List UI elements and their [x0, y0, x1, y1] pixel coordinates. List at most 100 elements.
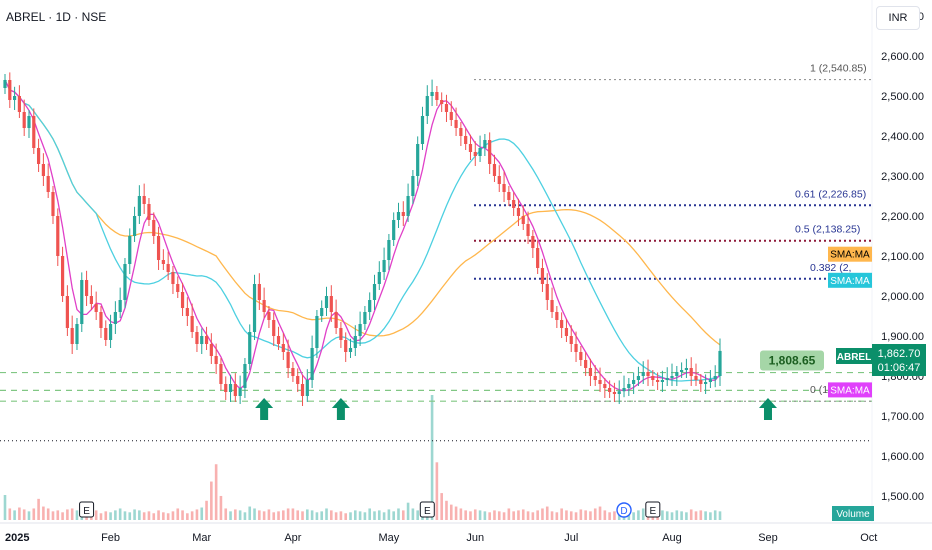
candle-body: [713, 376, 717, 380]
y-tick-label: 1,700.00: [881, 411, 924, 423]
candle-body: [200, 336, 204, 344]
candle-body: [382, 260, 386, 272]
candle-body: [238, 388, 242, 396]
volume-bar: [205, 500, 208, 520]
candle-body: [94, 304, 98, 312]
volume-bar: [229, 511, 232, 520]
candle-body: [560, 320, 564, 328]
dividend-marker-icon: [616, 502, 632, 518]
volume-bar: [584, 510, 587, 520]
volume-bar: [190, 511, 194, 520]
volume-bar: [536, 510, 539, 520]
earnings-marker-label: E: [649, 506, 656, 517]
candle-body: [171, 272, 175, 284]
volume-bar: [195, 509, 199, 520]
candle-body: [521, 216, 525, 224]
candle-body: [468, 144, 473, 152]
volume-bar: [382, 512, 386, 520]
volume-bar: [641, 508, 645, 520]
volume-bar: [637, 510, 640, 520]
candle-body: [372, 284, 377, 300]
earnings-marker-icon: [79, 501, 95, 518]
candle-body: [632, 380, 636, 384]
candle-body: [411, 176, 415, 196]
candle-body: [699, 380, 703, 384]
volume-bar: [416, 510, 419, 520]
volume-bar: [613, 511, 616, 520]
candle-body: [286, 352, 290, 368]
earnings-marker-icon: [645, 501, 661, 518]
candle-body: [324, 296, 329, 308]
candle-body: [512, 200, 516, 208]
volume-bar: [502, 512, 506, 520]
volume-bar: [46, 508, 50, 520]
candle-body: [276, 336, 281, 344]
volume-bar: [593, 508, 597, 520]
y-tick-label: 2,400.00: [881, 131, 924, 143]
volume-bar: [689, 509, 693, 520]
candle-body: [32, 116, 36, 148]
volume-bar: [713, 510, 717, 520]
y-tick-label: 2,200.00: [881, 211, 924, 223]
x-tick-label: Oct: [860, 532, 877, 544]
candle-body: [526, 224, 530, 236]
volume-bar: [704, 511, 707, 520]
candle-body: [545, 284, 549, 300]
volume-bar: [579, 509, 583, 520]
candle-body: [195, 332, 199, 344]
x-tick-label: Feb: [101, 532, 120, 544]
volume-bar: [550, 511, 554, 520]
candle-body: [430, 92, 434, 96]
volume-bar: [401, 510, 405, 520]
volume-bar: [114, 510, 117, 520]
volume-bar: [56, 510, 60, 520]
candle-body: [641, 372, 645, 376]
candle-body: [51, 192, 55, 216]
dividend-marker-label: D: [620, 506, 627, 517]
candle-body: [406, 196, 410, 216]
candle-body: [17, 96, 21, 112]
symbol-tag-label: ABREL: [837, 352, 871, 363]
volume-bar: [680, 511, 683, 520]
volume-bar: [325, 508, 328, 520]
candle-body: [540, 268, 545, 284]
candle-body: [243, 364, 247, 388]
volume-bar: [454, 506, 458, 520]
candle-body: [99, 312, 103, 328]
candle-body: [454, 120, 458, 128]
volume-bar: [406, 502, 410, 520]
candle-body: [296, 376, 300, 384]
candle-body: [272, 320, 276, 336]
volume-bar: [330, 510, 333, 520]
volume-bar: [234, 509, 237, 520]
volume-bar: [27, 511, 31, 520]
volume-bar: [589, 511, 592, 520]
volume-bar: [262, 511, 266, 520]
volume-bar: [42, 506, 45, 520]
volume-bar: [349, 512, 352, 520]
volume-bar: [560, 508, 563, 520]
earnings-marker-label: E: [83, 506, 90, 517]
y-tick-label: 2,300.00: [881, 171, 924, 183]
candle-body: [497, 176, 501, 184]
volume-bar: [603, 510, 607, 520]
candle-body: [646, 372, 650, 376]
volume-bar: [718, 511, 722, 520]
candle-body: [132, 216, 137, 236]
candle-body: [252, 284, 257, 332]
volume-bar: [66, 509, 69, 520]
volume-bar: [670, 512, 674, 520]
candle-body: [531, 236, 535, 248]
volume-bar: [565, 510, 568, 520]
volume-label: Volume: [836, 509, 870, 520]
volume-bar: [243, 512, 247, 520]
candle-body: [156, 236, 161, 260]
volume-bar: [373, 511, 376, 520]
volume-bar: [430, 395, 434, 520]
candle-body: [8, 80, 12, 100]
y-tick-label: 1,900.00: [881, 331, 924, 343]
candle-body: [440, 100, 444, 104]
currency-button[interactable]: INR: [876, 6, 920, 30]
volume-bar: [315, 512, 319, 520]
